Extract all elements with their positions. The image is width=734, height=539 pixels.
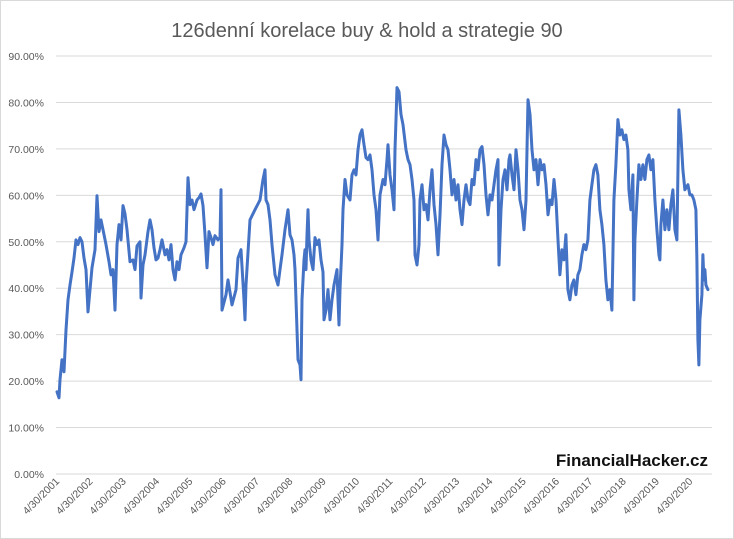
series-group bbox=[55, 86, 710, 400]
y-tick-label: 60.00% bbox=[8, 190, 44, 202]
y-tick-label: 20.00% bbox=[8, 376, 44, 388]
y-tick-label: 30.00% bbox=[8, 330, 44, 342]
y-tick-label: 80.00% bbox=[8, 97, 44, 109]
y-tick-label: 70.00% bbox=[8, 144, 44, 156]
y-tick-label: 40.00% bbox=[8, 283, 44, 295]
y-tick-label: 50.00% bbox=[8, 237, 44, 249]
chart-title: 126denní korelace buy & hold a strategie… bbox=[171, 20, 562, 42]
y-tick-label: 10.00% bbox=[8, 423, 44, 435]
y-axis-ticks: 0.00% 10.00% 20.00% 30.00% 40.00% 50.00% 60.00… bbox=[8, 51, 44, 481]
watermark: FinancialHacker.cz bbox=[556, 451, 708, 470]
y-tick-label: 0.00% bbox=[14, 469, 44, 481]
series-line bbox=[55, 86, 710, 400]
y-tick-label: 90.00% bbox=[8, 51, 44, 63]
